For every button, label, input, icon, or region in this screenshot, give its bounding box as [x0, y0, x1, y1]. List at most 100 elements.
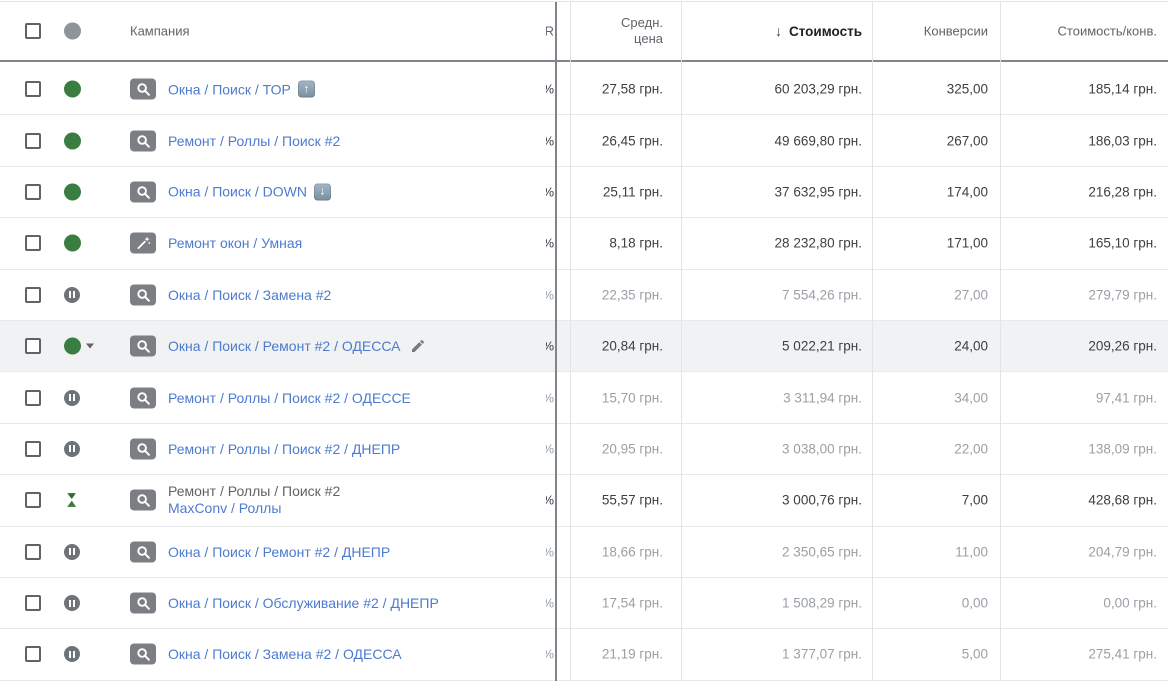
status-dropdown-arrow-icon[interactable] — [86, 343, 94, 349]
cost-cell: 5 022,21 грн. — [782, 338, 862, 354]
campaign-status-toggle[interactable] — [64, 389, 80, 406]
search-campaign-type-icon — [130, 592, 156, 614]
row-checkbox[interactable] — [25, 183, 41, 200]
campaign-status-toggle[interactable] — [64, 80, 81, 98]
campaign-name-link[interactable]: Ремонт / Роллы / Поиск #2 / ДНЕПР — [168, 441, 400, 457]
campaign-status-toggle[interactable] — [64, 492, 79, 508]
campaign-name-line1: Ремонт / Роллы / Поиск #2 — [168, 483, 341, 500]
edit-campaign-name-icon[interactable] — [410, 338, 426, 354]
campaign-status-toggle[interactable] — [64, 440, 80, 457]
campaign-status-toggle[interactable] — [64, 286, 80, 303]
avg-price-header-line1: Средн. — [621, 15, 663, 30]
cost-per-conv-cell: 204,79 грн. — [1088, 544, 1157, 560]
campaign-name-link[interactable]: Окна / Поиск / Замена #2 / ОДЕССА — [168, 646, 402, 662]
avg-price-cell: 26,45 грн. — [601, 133, 663, 149]
campaign-name-link[interactable]: Окна / Поиск / DOWN ↓ — [168, 183, 331, 201]
status-column-header[interactable] — [64, 22, 81, 40]
conversions-column-header[interactable]: Конверсии — [923, 23, 988, 39]
avg-price-column-header[interactable]: Средн. цена — [621, 15, 663, 47]
campaign-name-link[interactable]: Окна / Поиск / Ремонт #2 / ОДЕССА — [168, 338, 426, 354]
table-row: Окна / Поиск / Ремонт #2 / ДНЕПР% 18,66 г… — [0, 526, 1168, 578]
conversions-cell: 7,00 — [961, 492, 988, 508]
campaign-name-link[interactable]: Ремонт / Роллы / Поиск #2 / ОДЕССЕ — [168, 390, 411, 406]
ctr-value-clipped: % — [546, 578, 555, 628]
cost-cell: 7 554,26 грн. — [782, 287, 862, 303]
cost-per-conv-cell: 0,00 грн. — [1103, 595, 1157, 611]
row-checkbox[interactable] — [25, 81, 41, 98]
cost-column-header-sorted[interactable]: ↓ Стоимость — [775, 23, 862, 39]
campaign-status-toggle[interactable] — [64, 183, 81, 201]
table-row: Ремонт окон / Умная% 8,18 грн. 28 232,80 г… — [0, 218, 1168, 270]
cost-cell: 60 203,29 грн. — [774, 81, 862, 97]
status-enabled-icon — [64, 80, 81, 98]
conversions-cell: 34,00 — [954, 390, 988, 406]
ctr-value-clipped: % — [546, 64, 555, 114]
cost-per-conv-column-header[interactable]: Стоимость/конв. — [1057, 23, 1157, 39]
table-row: Ремонт / Роллы / Поиск #2% 26,45 грн. 49 6… — [0, 115, 1168, 167]
table-row: Ремонт / Роллы / Поиск #2 / ДНЕПР% 20,95 … — [0, 423, 1168, 476]
campaign-name-link[interactable]: Ремонт окон / Умная — [168, 235, 302, 251]
table-row: Окна / Поиск / DOWN ↓% 25,11 грн. 37 632,95… — [0, 166, 1168, 219]
campaign-name-link[interactable]: Ремонт / Роллы / Поиск #2 — [168, 133, 340, 149]
campaign-name-text: Окна / Поиск / Ремонт #2 / ОДЕССА — [168, 338, 401, 355]
row-checkbox[interactable] — [25, 492, 41, 509]
cost-per-conv-cell: 279,79 грн. — [1088, 287, 1157, 303]
cost-per-conv-cell: 186,03 грн. — [1088, 133, 1157, 149]
conversions-cell: 325,00 — [946, 81, 988, 97]
conversions-cell: 171,00 — [946, 235, 988, 251]
row-checkbox[interactable] — [25, 440, 41, 457]
avg-price-cell: 17,54 грн. — [601, 595, 663, 611]
campaign-status-toggle[interactable] — [64, 132, 81, 150]
cost-per-conv-cell: 275,41 грн. — [1088, 646, 1157, 662]
search-campaign-type-icon — [130, 284, 156, 306]
campaign-name-text: Окна / Поиск / Обслуживание #2 / ДНЕПР — [168, 595, 439, 612]
table-row: Окна / Поиск / ТОР ↑% 27,58 грн. 60 203,29 … — [0, 64, 1168, 116]
campaign-status-toggle[interactable] — [64, 543, 80, 560]
campaign-name-link[interactable]: Окна / Поиск / ТОР ↑ — [168, 80, 315, 98]
row-checkbox[interactable] — [25, 646, 41, 663]
table-row: Окна / Поиск / Замена #2 / ОДЕССА% 21,19 … — [0, 629, 1168, 681]
search-campaign-type-icon — [130, 489, 156, 511]
cost-cell: 3 311,94 грн. — [783, 390, 862, 406]
status-enabled-icon — [64, 337, 81, 355]
avg-price-cell: 15,70 грн. — [601, 390, 663, 406]
campaign-status-toggle[interactable] — [64, 595, 80, 612]
avg-price-cell: 22,35 грн. — [601, 287, 663, 303]
campaign-status-toggle[interactable] — [64, 234, 81, 252]
cost-per-conv-cell: 138,09 грн. — [1088, 441, 1157, 457]
campaign-name-link[interactable]: Окна / Поиск / Обслуживание #2 / ДНЕПР — [168, 595, 439, 611]
row-checkbox[interactable] — [25, 235, 41, 252]
row-checkbox[interactable] — [25, 132, 41, 149]
campaign-name-link[interactable]: Окна / Поиск / Замена #2 — [168, 287, 331, 303]
row-checkbox[interactable] — [25, 286, 41, 303]
select-all-checkbox[interactable] — [25, 23, 41, 39]
campaign-status-toggle[interactable] — [64, 646, 80, 663]
ctr-value-clipped: % — [546, 475, 555, 525]
campaign-status-toggle[interactable] — [64, 337, 94, 355]
avg-price-cell: 25,11 грн. — [602, 184, 663, 200]
row-checkbox[interactable] — [25, 595, 41, 612]
campaign-name-text: Ремонт окон / Умная — [168, 235, 303, 252]
table-row: Окна / Поиск / Ремонт #2 / ОДЕССА% 20,84 … — [0, 320, 1168, 373]
ctr-value-clipped: % — [546, 115, 555, 165]
campaign-name-text: Ремонт / Роллы / Поиск #2 / ДНЕПР — [168, 440, 401, 457]
row-checkbox[interactable] — [25, 338, 41, 355]
avg-price-cell: 20,84 грн. — [601, 338, 663, 354]
campaign-column-header[interactable]: Кампания — [130, 23, 190, 39]
table-row: Ремонт / Роллы / Поиск #2 / ОДЕССЕ% 15,70… — [0, 372, 1168, 424]
cost-cell: 1 377,07 грн. — [782, 646, 862, 662]
ctr-value-clipped: % — [546, 372, 555, 422]
campaign-name-link[interactable]: Окна / Поиск / Ремонт #2 / ДНЕПР — [168, 544, 390, 560]
conversions-cell: 267,00 — [946, 133, 988, 149]
sort-descending-icon: ↓ — [774, 23, 782, 39]
smart-campaign-type-icon — [130, 232, 156, 254]
row-checkbox[interactable] — [25, 543, 41, 560]
ctr-value-clipped: % — [546, 424, 555, 474]
row-checkbox[interactable] — [25, 389, 41, 406]
status-enabled-icon — [64, 183, 81, 201]
status-paused-icon — [64, 286, 80, 303]
campaign-name-link[interactable]: Ремонт / Роллы / Поиск #2 MaxConv / Роллы — [168, 483, 340, 517]
campaign-name-text: Окна / Поиск / DOWN — [168, 183, 307, 200]
cost-cell: 37 632,95 грн. — [774, 184, 862, 200]
down-arrow-badge-icon: ↓ — [314, 183, 331, 201]
